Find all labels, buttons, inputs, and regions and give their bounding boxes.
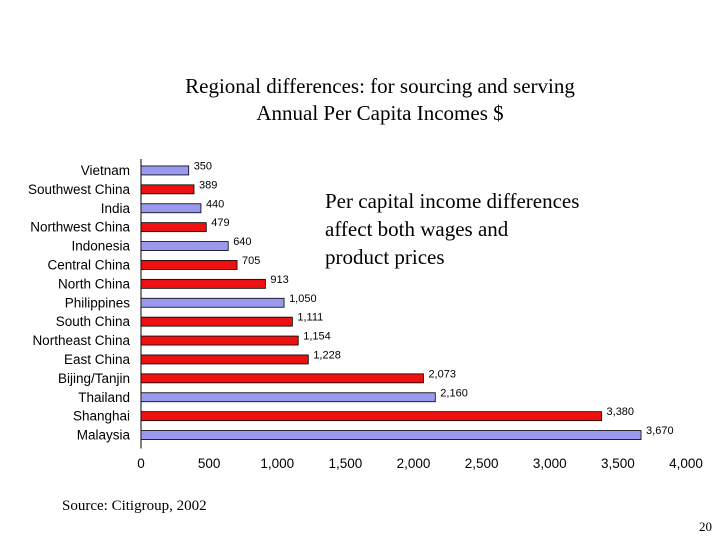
bar xyxy=(140,316,293,327)
category-label: India xyxy=(101,201,131,216)
x-tick-label: 1,500 xyxy=(328,456,362,471)
category-label: Shanghai xyxy=(73,409,130,424)
category-label: Southwest China xyxy=(28,182,131,197)
annotation-line: product prices xyxy=(325,245,445,269)
bar xyxy=(140,392,436,403)
data-label: 1,154 xyxy=(303,331,331,343)
data-label: 3,670 xyxy=(646,425,674,437)
data-label: 2,073 xyxy=(428,368,456,380)
data-label: 1,111 xyxy=(297,312,323,324)
data-label: 1,050 xyxy=(289,293,317,305)
category-label: South China xyxy=(56,314,131,329)
bar xyxy=(140,203,202,214)
category-label: Vietnam xyxy=(81,163,130,178)
category-label: East China xyxy=(64,352,131,367)
bar xyxy=(140,184,195,195)
data-label: 479 xyxy=(211,217,229,229)
x-tick-label: 2,500 xyxy=(465,456,499,471)
source-note: Source: Citigroup, 2002 xyxy=(62,498,207,514)
x-tick-label: 1,000 xyxy=(260,456,294,471)
data-label: 2,160 xyxy=(440,387,468,399)
chart-title: Annual Per Capita Incomes $ xyxy=(256,101,504,125)
category-label: Central China xyxy=(47,257,130,272)
x-tick-label: 500 xyxy=(198,456,221,471)
category-label: Bijing/Tanjin xyxy=(58,371,130,386)
annotation-line: Per capital income differences xyxy=(325,189,580,213)
bar xyxy=(140,260,238,270)
bar-chart: Vietnam 350 Southwest China 389 India 440 Nort… xyxy=(28,159,703,471)
annotation-line: affect both wages and xyxy=(325,217,509,241)
category-label: Philippines xyxy=(65,295,131,310)
annotation-text: Per capital income differences affect bo… xyxy=(325,187,579,271)
category-label: Indonesia xyxy=(71,239,130,254)
bar xyxy=(140,373,424,384)
data-label: 705 xyxy=(242,255,260,267)
x-tick-label: 0 xyxy=(137,456,145,471)
data-label: 640 xyxy=(233,236,251,248)
data-label: 389 xyxy=(199,179,217,191)
bar xyxy=(140,165,190,176)
x-tick-label: 2,000 xyxy=(397,456,431,471)
data-label: 3,380 xyxy=(607,406,635,418)
bar xyxy=(140,430,642,440)
slide-title: Regional differences: for sourcing and s… xyxy=(185,74,575,98)
category-label: Malaysia xyxy=(77,428,131,443)
data-label: 913 xyxy=(270,274,288,286)
bar xyxy=(140,297,285,308)
bar xyxy=(140,278,266,289)
data-label: 350 xyxy=(194,160,212,172)
bar xyxy=(140,222,207,233)
category-label: Thailand xyxy=(78,390,130,405)
x-tick-label: 3,000 xyxy=(533,456,567,471)
x-tick-label: 4,000 xyxy=(669,456,703,471)
category-label: Northwest China xyxy=(30,220,130,235)
category-label: North China xyxy=(58,276,131,291)
data-label: 440 xyxy=(206,198,224,210)
bar xyxy=(140,354,309,365)
bar xyxy=(140,241,229,251)
bar xyxy=(140,335,299,346)
data-label: 1,228 xyxy=(313,349,341,361)
x-tick-label: 3,500 xyxy=(601,456,635,471)
category-label: Northeast China xyxy=(32,333,130,348)
page-number: 20 xyxy=(699,519,712,534)
bar xyxy=(140,411,602,422)
